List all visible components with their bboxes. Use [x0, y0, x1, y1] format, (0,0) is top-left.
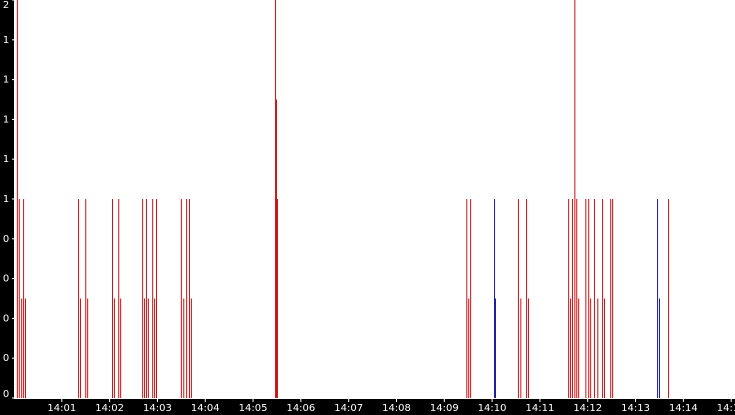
- y-tick-label: 0: [3, 234, 9, 245]
- y-tick-label: 2: [3, 0, 9, 11]
- x-tick-label: 14:03: [143, 403, 172, 414]
- y-tick-label: 0: [3, 274, 9, 285]
- y-tick-label: 0: [3, 353, 9, 364]
- x-tick-label: 14:01: [47, 403, 76, 414]
- x-tick-label: 14:15: [717, 403, 735, 414]
- x-axis-bar: [0, 399, 735, 415]
- x-tick-label: 14:10: [478, 403, 507, 414]
- y-tick-label: 0: [3, 389, 9, 400]
- y-axis-bar: [0, 0, 14, 415]
- x-tick-label: 14:06: [286, 403, 315, 414]
- x-tick-label: 14:04: [191, 403, 220, 414]
- x-tick-label: 14:07: [334, 403, 363, 414]
- y-tick-label: 1: [3, 114, 9, 125]
- x-tick-label: 14:13: [621, 403, 650, 414]
- x-tick-label: 14:08: [382, 403, 411, 414]
- x-tick-label: 14:05: [239, 403, 268, 414]
- x-tick-label: 14:12: [573, 403, 602, 414]
- y-tick-label: 1: [3, 75, 9, 86]
- y-tick-label: 1: [3, 35, 9, 46]
- x-tick-label: 14:11: [526, 403, 555, 414]
- y-tick-label: 0: [3, 313, 9, 324]
- y-tick-label: 1: [3, 194, 9, 205]
- x-tick-label: 14:09: [430, 403, 459, 414]
- x-tick-label: 14:14: [669, 403, 698, 414]
- y-tick-label: 1: [3, 154, 9, 165]
- x-tick-label: 14:02: [95, 403, 124, 414]
